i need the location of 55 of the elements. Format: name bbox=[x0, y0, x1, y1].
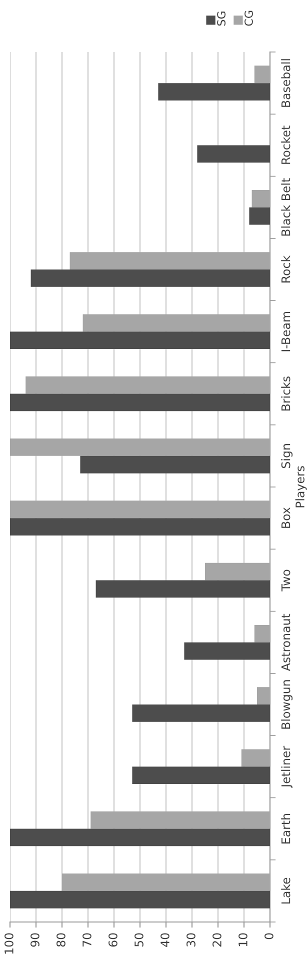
bar bbox=[10, 332, 270, 350]
x-tick-label: 90 bbox=[30, 933, 40, 947]
bar bbox=[252, 190, 270, 208]
x-tick-label: 10 bbox=[238, 933, 248, 946]
y-tick-label: Jetliner bbox=[281, 746, 292, 788]
bar bbox=[26, 376, 270, 394]
y-tick-label: Sign bbox=[281, 444, 293, 468]
bar bbox=[249, 207, 270, 225]
bar bbox=[10, 438, 270, 456]
legend-label: SG bbox=[217, 12, 226, 26]
x-tick-label: 20 bbox=[212, 933, 222, 947]
bar bbox=[62, 874, 270, 891]
bar bbox=[257, 687, 270, 704]
bar bbox=[82, 314, 270, 332]
bar bbox=[10, 394, 270, 412]
legend-label: CG bbox=[244, 10, 253, 26]
y-tick-label: Black Belt bbox=[281, 178, 290, 236]
bar bbox=[10, 890, 270, 908]
x-tick-label: 60 bbox=[108, 933, 118, 947]
y-axis-title: Players bbox=[295, 466, 307, 508]
x-tick-label: 40 bbox=[160, 933, 170, 947]
bar bbox=[96, 580, 270, 598]
y-tick-label: I-Beam bbox=[281, 312, 290, 352]
y-tick-label: Two bbox=[281, 570, 290, 592]
bar bbox=[132, 704, 270, 722]
x-tick-label: 0 bbox=[264, 933, 274, 940]
y-tick-label: Rock bbox=[281, 255, 290, 282]
bar bbox=[10, 828, 270, 846]
bar bbox=[132, 766, 270, 784]
y-tick-label: Lake bbox=[281, 878, 290, 904]
y-tick-label: Bricks bbox=[281, 376, 290, 410]
bar bbox=[254, 66, 270, 84]
bar bbox=[70, 252, 270, 270]
bar bbox=[10, 500, 270, 518]
y-tick-label: Astronaut bbox=[281, 614, 290, 672]
x-tick-label: 70 bbox=[82, 933, 92, 946]
bar bbox=[80, 456, 270, 474]
x-tick-label: 100 bbox=[4, 933, 14, 954]
bar bbox=[205, 562, 270, 580]
x-tick-label: 80 bbox=[56, 933, 66, 947]
x-tick-label: 30 bbox=[186, 933, 196, 947]
bar bbox=[90, 811, 270, 829]
bar bbox=[197, 145, 270, 163]
x-tick-label: 50 bbox=[134, 933, 144, 947]
bar bbox=[241, 749, 270, 767]
y-tick-label: Rocket bbox=[281, 126, 290, 164]
y-tick-label: Earth bbox=[281, 814, 290, 844]
y-tick-label: Box bbox=[281, 507, 290, 528]
bar bbox=[158, 83, 270, 100]
bar bbox=[30, 270, 270, 287]
y-tick-label: Baseball bbox=[281, 59, 290, 107]
bar bbox=[10, 518, 270, 536]
bar bbox=[184, 642, 270, 660]
bar bbox=[254, 624, 270, 642]
y-tick-label: Blowgun bbox=[281, 680, 293, 729]
